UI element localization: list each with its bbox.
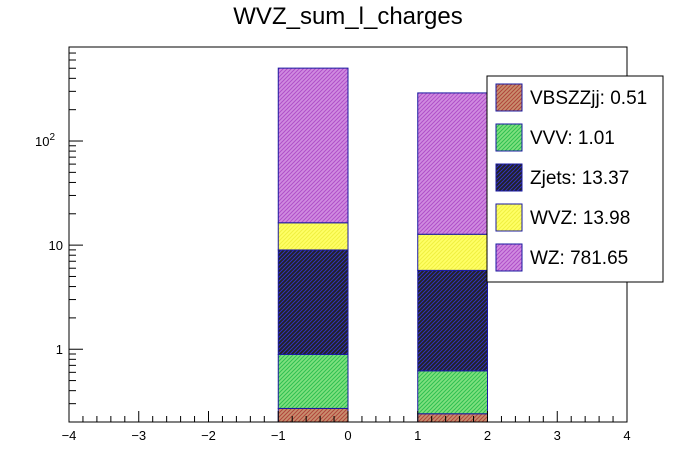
bar-zjets-bin-0 — [277, 249, 349, 356]
legend: VBSZZjj: 0.51 VVV: 1.01 Zjets: 13.37 WVZ: 1… — [486, 75, 664, 283]
legend-label-vbszzjj: VBSZZjj: 0.51 — [530, 88, 647, 109]
x-tick-label: −4 — [62, 428, 77, 443]
bar-wvz-bin-1 — [417, 233, 488, 271]
y-tick-label: 102 — [35, 132, 55, 149]
x-tick-label: 1 — [414, 428, 421, 443]
bars-layer — [277, 67, 488, 423]
x-tick-label: 4 — [623, 428, 630, 443]
legend-label-wvz: WVZ: 13.98 — [530, 208, 630, 229]
bar-vvv-bin-1 — [417, 370, 488, 415]
legend-swatch-wz — [495, 243, 523, 272]
axes-layer: −4 −3 −2 −1 0 1 2 3 4 1 10 102 — [35, 46, 631, 443]
legend-label-wz: WZ: 781.65 — [530, 248, 628, 269]
x-tick-label: −2 — [201, 428, 216, 443]
bar-vbszzjj-bin-0 — [277, 407, 349, 423]
x-tick-label: 2 — [484, 428, 491, 443]
y-tick-label: 1 — [56, 342, 63, 357]
bar-vvv-bin-0 — [277, 354, 349, 409]
legend-label-zjets: Zjets: 13.37 — [530, 168, 629, 189]
x-tick-label: −3 — [131, 428, 146, 443]
bar-vbszzjj-bin-1 — [417, 413, 488, 423]
legend-swatch-zjets — [495, 163, 523, 192]
y-tick-label: 10 — [49, 238, 63, 253]
x-tick-label: −1 — [271, 428, 286, 443]
x-tick-label: 0 — [344, 428, 351, 443]
legend-swatch-wvz — [495, 203, 523, 232]
bar-wz-bin-0 — [277, 67, 349, 224]
legend-label-vvv: VVV: 1.01 — [530, 128, 615, 149]
bar-wz-bin-1 — [417, 92, 488, 235]
legend-swatch-vvv — [495, 123, 523, 152]
chart-title: WVZ_sum_l_charges — [233, 3, 463, 30]
legend-swatch-vbszzjj — [495, 83, 523, 112]
bar-zjets-bin-1 — [417, 269, 488, 372]
x-tick-label: 3 — [554, 428, 561, 443]
bar-wvz-bin-0 — [277, 222, 349, 251]
